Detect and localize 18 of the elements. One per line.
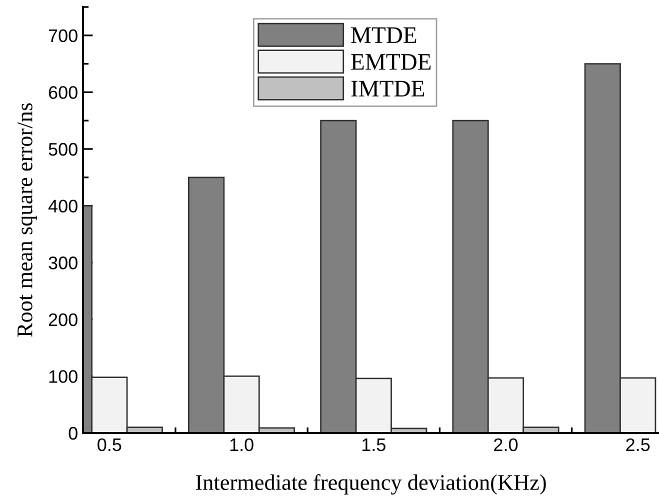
y-tick-label: 100	[49, 370, 78, 383]
y-tick-label: 500	[48, 142, 78, 156]
y-tick-label: 400	[48, 200, 78, 213]
x-tick-label: 0.5	[98, 438, 122, 452]
y-tick-label: 600	[48, 86, 78, 99]
legend-label: EMTDE	[351, 54, 431, 70]
x-tick-label: 2.5	[626, 438, 650, 452]
y-axis-title: Root mean square error/ns	[18, 103, 37, 337]
x-tick-label: 1.5	[362, 438, 386, 452]
y-tick-label: 200	[48, 313, 78, 326]
x-tick-label: 2.0	[494, 438, 518, 452]
y-tick-label: 0	[68, 426, 78, 440]
x-axis-title: Intermediate frequency deviation(KHz)	[196, 474, 546, 495]
y-tick-label: 300	[48, 256, 78, 270]
x-tick-label: 1.0	[230, 438, 254, 452]
legend-label: MTDE	[351, 27, 416, 43]
legend-label: IMTDE	[351, 80, 424, 96]
y-tick-label: 700	[48, 29, 78, 42]
